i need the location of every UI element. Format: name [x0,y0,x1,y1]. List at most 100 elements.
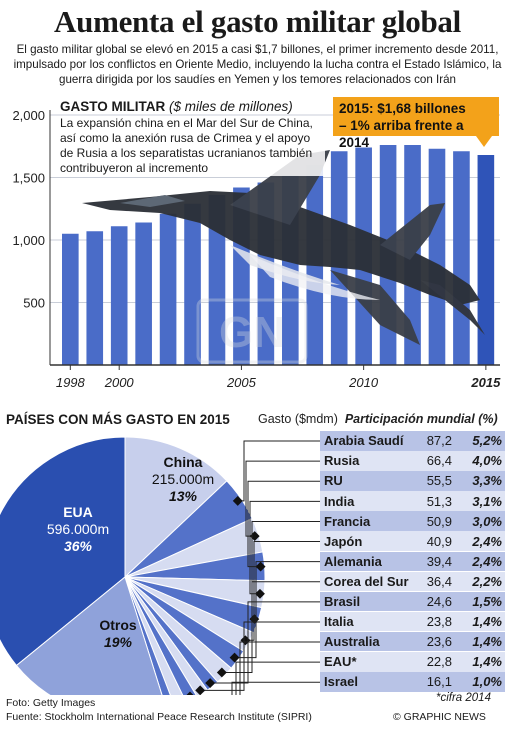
y-tick-label: 1,000 [12,233,45,248]
bar-1998 [62,233,79,365]
country-name: India [324,493,355,509]
x-tick-label: 2005 [226,375,257,390]
callout-line-1: 2015: $1,68 billones [339,101,466,116]
table-row: India 51,3 3,1% [320,491,505,511]
country-share: 1,5% [472,594,502,609]
table-row: Arabia Saudí 87,2 5,2% [320,431,505,451]
country-share: 1,4% [472,654,502,670]
leader-line [221,581,320,673]
page-title: Aumenta el gasto militar global [54,4,461,39]
leader-marker [185,691,195,695]
table-row: Italia 23,8 1,4% [320,611,505,632]
bar-chart-title: GASTO MILITAR ($ miles de millones) [60,99,293,114]
table-row: Australia 23,6 1,4% [320,631,505,652]
country-name: EAU* [324,654,357,670]
bar-2014 [453,151,470,365]
country-spend: 55,5 [426,473,452,489]
callout-2015: 2015: $1,68 billones – 1% arriba frente … [333,97,499,150]
table-row: Japón 40,9 2,4% [320,531,505,551]
pie-slices [0,436,266,695]
callout-line-2: – 1% arriba frente a 2014 [339,118,464,150]
country-share: 1,0% [472,674,502,690]
bar-chart-annotation: La expansión china en el Mar del Sur de … [60,116,325,176]
country-name: Japón [324,533,363,549]
country-spend: 16,1 [426,674,452,690]
country-share: 2,4% [472,553,502,569]
leader-marker [255,588,265,599]
pie-slice-australia [124,576,197,695]
x-tick-label: 2010 [348,375,379,390]
country-name: Arabia Saudí [324,433,404,449]
table-row: Francia 50,9 3,0% [320,511,505,531]
bar-2001 [135,222,152,365]
leader-line [234,561,320,659]
table-row: Corea del Sur 36,4 2,2% [320,571,505,592]
bar-2003 [184,203,201,365]
country-name: Australia [324,634,380,650]
pie-chart: EUA 596.000m 36% China 215.000m 13% Otros 19% [0,436,320,695]
fighter-jet-illustration [82,150,485,345]
leader-line [231,681,320,695]
country-spend: 40,9 [426,533,452,549]
leader-marker [232,495,243,506]
pie-label-eua: EUA 596.000m 36% [47,504,109,554]
page-subtitle: El gasto militar global se elevó en 2015… [13,43,502,86]
country-share: 3,3% [472,473,502,489]
x-tick-label: 2000 [104,375,135,390]
pie-slice-eau- [124,576,184,695]
table-row: Alemania 39,4 2,4% [320,551,505,572]
bar-chart: GN 500 1,000 1,500 2,000 1998 2000 2005 2010 201… [12,108,501,390]
country-share: 4,0% [472,453,502,469]
bar-2015 [477,155,495,365]
y-tick-label: 500 [23,296,45,311]
leader-marker [229,652,240,663]
leader-line [249,500,320,595]
country-name: Italia [324,614,354,630]
country-spend: 23,8 [426,614,452,630]
pie-labels: EUA 596.000m 36% China 215.000m 13% Otros 19% [47,454,214,650]
country-name: Israel [324,674,358,690]
table-row: RU 55,5 3,3% [320,471,505,491]
bar-chart-bars [62,145,495,365]
y-tick-label: 2,000 [12,108,45,123]
table-row: Rusia 66,4 4,0% [320,451,505,471]
footnote: *cifra 2014 [436,692,491,704]
country-share: 2,2% [472,573,502,589]
country-spend: 36,4 [426,573,452,589]
pie-slice-china [124,436,228,579]
country-spend: 50,9 [426,513,452,529]
source: Fuente: Stockholm International Peace Re… [6,711,312,723]
bar-1999 [86,231,104,365]
bar-2004 [208,195,226,365]
y-tick-label: 1,500 [12,171,45,186]
callout-pointer [476,136,492,147]
country-name: Francia [324,513,371,529]
leader-line [237,440,320,502]
table-row: Israel 16,1 1,0% [320,672,505,692]
country-spend: 39,4 [426,553,452,569]
table-row: EAU* 22,8 1,4% [320,652,505,672]
leader-line [200,621,320,691]
country-share: 1,4% [472,614,502,630]
copyright: © GRAPHIC NEWS [393,711,486,723]
country-name: Brasil [324,594,361,609]
country-spend: 23,6 [426,634,452,650]
country-name: Alemania [324,553,382,569]
pie-slice-eua [0,436,126,667]
country-spend: 51,3 [426,493,452,509]
country-share: 3,0% [472,513,502,529]
photo-credit: Foto: Getty Images [6,697,96,709]
country-name: Rusia [324,453,360,469]
country-spend: 24,6 [426,594,452,609]
country-spend: 22,8 [426,654,452,670]
bar-2000 [110,226,128,365]
country-spend: 87,2 [426,433,452,449]
country-name: RU [324,473,343,489]
country-spend: 66,4 [426,453,452,469]
pie-label-otros: Otros 19% [99,617,137,650]
leader-marker [205,678,216,688]
bar-chart-axis: 500 1,000 1,500 2,000 1998 2000 2005 2010 2015 [12,108,501,390]
pie-label-china: China 215.000m 13% [152,454,214,504]
x-tick-label: 1998 [56,375,86,390]
bar-2013 [428,148,446,365]
